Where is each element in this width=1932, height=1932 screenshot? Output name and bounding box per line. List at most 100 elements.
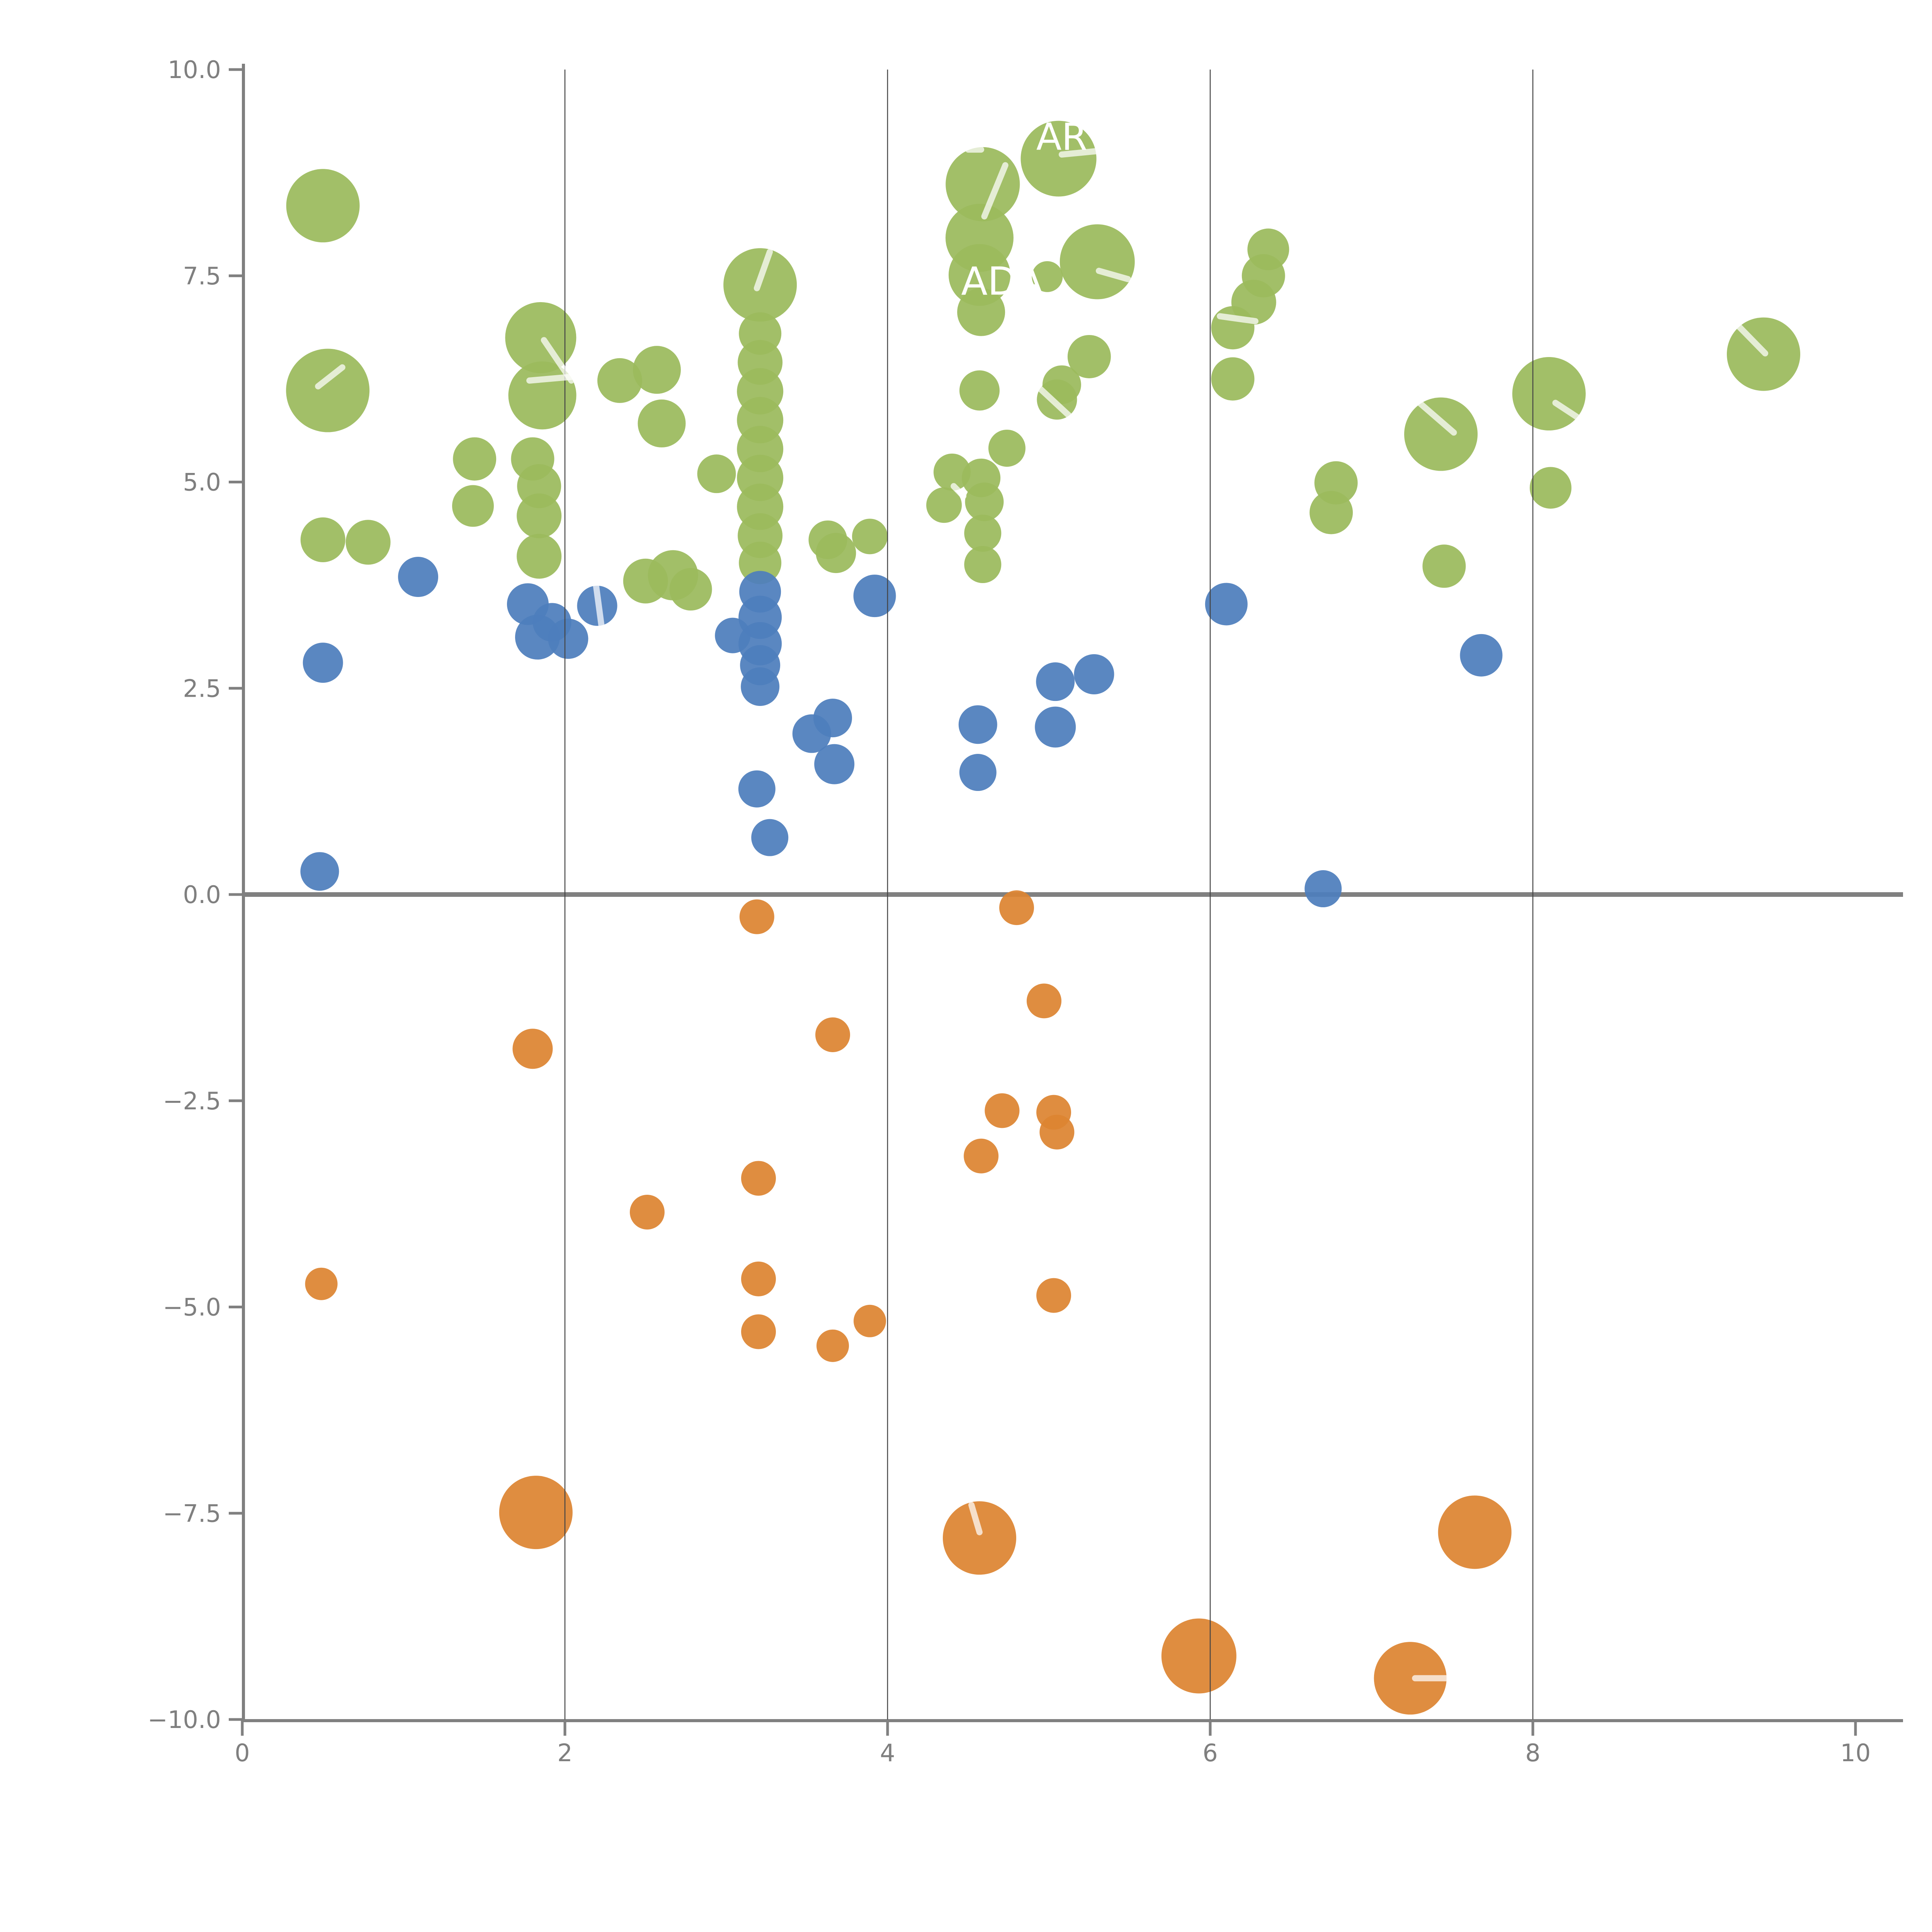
bubble-label: ADA <box>961 259 1043 304</box>
leader-line <box>951 483 967 499</box>
data-point-blue <box>548 619 588 659</box>
data-point-green <box>739 541 782 584</box>
data-point-green <box>965 482 1004 521</box>
data-point-green <box>1020 121 1097 197</box>
data-point-orange <box>629 1194 665 1230</box>
x-tick-label: 2 <box>557 1739 572 1767</box>
data-point-blue <box>853 575 896 617</box>
leader-line <box>1217 313 1259 325</box>
data-point-orange <box>1026 983 1061 1019</box>
data-point-orange <box>739 899 774 934</box>
data-point-orange <box>1036 1278 1071 1313</box>
y-tick-label: −7.5 <box>163 1499 221 1527</box>
data-point-blue <box>1460 634 1503 677</box>
data-point-blue <box>1074 654 1114 694</box>
data-point-green <box>300 517 345 562</box>
data-point-green <box>1211 306 1255 350</box>
data-point-green <box>946 147 1020 221</box>
y-tick-label: −2.5 <box>163 1087 221 1115</box>
data-point-green <box>286 169 360 243</box>
data-point-blue <box>738 770 776 808</box>
data-point-blue <box>303 643 343 683</box>
axes-layer: 10.0 7.5 5.0 2.5 0.0 −2.5 −5.0 −7.5 −10.0 0 2 4 6 8 1… <box>148 56 1903 1767</box>
leader-lines <box>315 146 1769 1682</box>
data-point-green <box>926 487 962 523</box>
data-point-green <box>934 453 971 491</box>
data-point-orange <box>305 1267 338 1300</box>
x-tick-label: 10 <box>1840 1739 1871 1767</box>
data-point-green <box>852 519 888 554</box>
data-point-blue <box>1304 870 1342 908</box>
y-tick-label: −5.0 <box>163 1293 221 1321</box>
data-point-blue <box>959 754 997 791</box>
y-tick-label: −10.0 <box>148 1706 221 1734</box>
data-point-green <box>1512 357 1586 431</box>
leader-line <box>1034 383 1077 423</box>
y-tick-label: 2.5 <box>183 674 221 702</box>
data-point-orange <box>512 1029 553 1069</box>
data-point-blue <box>958 705 997 744</box>
data-point-green <box>1310 491 1353 534</box>
data-point-green <box>964 546 1002 583</box>
data-point-green <box>1211 357 1255 401</box>
y-axis-ticks: 10.0 7.5 5.0 2.5 0.0 −2.5 −5.0 −7.5 −10.0 <box>148 56 243 1734</box>
data-point-green <box>697 454 736 493</box>
data-point-green <box>1529 467 1571 509</box>
data-point-green <box>638 399 686 447</box>
y-tick-label: 5.0 <box>183 468 221 497</box>
bubble-labels: AR ADA <box>961 115 1087 304</box>
data-point-orange <box>964 1138 999 1173</box>
x-tick-label: 4 <box>880 1739 895 1767</box>
gridlines <box>564 70 1534 1719</box>
leader-line <box>526 373 580 384</box>
data-point-orange <box>499 1476 573 1549</box>
data-point-orange <box>854 1304 886 1337</box>
data-point-blue <box>300 852 339 891</box>
data-point-green <box>517 493 562 539</box>
data-point-green <box>1032 261 1063 292</box>
data-point-green <box>1422 544 1466 588</box>
data-point-blue <box>1035 706 1076 748</box>
data-point-green <box>452 485 494 527</box>
data-point-orange <box>815 1017 850 1052</box>
data-point-green <box>669 568 712 611</box>
data-point-orange <box>816 1329 849 1362</box>
data-point-green <box>964 514 1002 552</box>
data-point-blue <box>814 744 855 784</box>
data-point-blue <box>751 819 789 856</box>
data-point-green <box>1060 224 1135 299</box>
data-point-green <box>1067 335 1111 378</box>
data-point-orange <box>1161 1618 1236 1694</box>
bubble-label: AR <box>1036 115 1087 158</box>
data-point-green <box>517 534 562 579</box>
data-point-green <box>957 288 1005 336</box>
data-point-blue <box>1036 662 1075 701</box>
x-tick-label: 8 <box>1525 1739 1540 1767</box>
leader-line <box>1086 446 1114 483</box>
series-green-points <box>286 121 1801 611</box>
x-axis-ticks: 0 2 4 6 8 10 <box>235 1721 1871 1767</box>
y-tick-label: 0.0 <box>183 881 221 909</box>
data-point-orange <box>1374 1642 1447 1715</box>
data-point-orange <box>985 1093 1020 1128</box>
data-point-blue <box>792 714 831 753</box>
data-point-green <box>1404 397 1478 471</box>
data-point-blue <box>741 667 780 706</box>
data-point-green <box>988 429 1026 467</box>
data-point-orange <box>741 1161 776 1196</box>
leader-line <box>1408 393 1457 436</box>
data-point-green <box>633 346 681 394</box>
data-point-orange <box>741 1261 776 1296</box>
leader-line <box>315 364 345 389</box>
data-point-green <box>816 533 856 573</box>
data-point-green <box>286 349 370 432</box>
data-point-green <box>597 358 642 403</box>
data-point-orange <box>1039 1114 1075 1150</box>
leader-line <box>1735 322 1769 357</box>
leader-line <box>723 711 749 725</box>
leader-line <box>1095 267 1131 282</box>
y-tick-label: 10.0 <box>168 56 221 84</box>
data-point-orange <box>942 1501 1016 1575</box>
data-point-orange <box>999 890 1034 925</box>
